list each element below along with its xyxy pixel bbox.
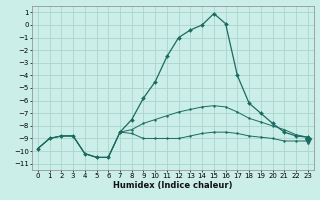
X-axis label: Humidex (Indice chaleur): Humidex (Indice chaleur) xyxy=(113,181,233,190)
